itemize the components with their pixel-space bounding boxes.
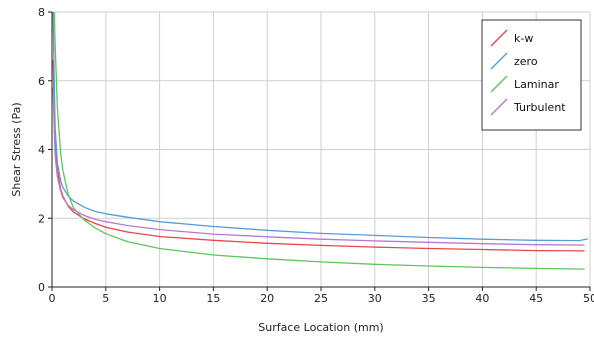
legend-swatch-laminar (490, 75, 508, 93)
tick-labels: 0 5 10 15 20 25 30 35 40 45 50 0 2 4 6 8 (38, 6, 594, 305)
y-tick-label-4: 8 (38, 6, 45, 19)
x-tick-label-9: 45 (529, 292, 543, 305)
x-tick-label-10: 50 (583, 292, 594, 305)
x-axis-label: Surface Location (mm) (258, 321, 383, 334)
legend-label-zero: zero (514, 55, 538, 68)
series-line-turbulent (52, 87, 585, 246)
x-tick-label-5: 25 (314, 292, 328, 305)
series-layer (52, 11, 588, 270)
x-tick-label-0: 0 (49, 292, 56, 305)
y-tick-label-0: 0 (38, 281, 45, 294)
legend-label-turbulent: Turbulent (513, 101, 566, 114)
y-tick-label-1: 2 (38, 212, 45, 225)
series-line-laminar (53, 11, 585, 270)
legend: k-w zero Laminar Turbulent (481, 19, 582, 131)
legend-swatch-k-w (490, 29, 508, 47)
legend-swatch-turbulent (490, 98, 508, 116)
legend-label-laminar: Laminar (514, 78, 559, 91)
legend-swatch-zero (490, 52, 508, 70)
x-tick-label-6: 30 (368, 292, 382, 305)
x-tick-label-8: 40 (475, 292, 489, 305)
x-tick-label-7: 35 (422, 292, 436, 305)
series-line-zero (52, 11, 588, 242)
x-tick-label-2: 10 (153, 292, 167, 305)
series-line-k-w (52, 60, 585, 252)
y-axis-label: Shear Stress (Pa) (10, 102, 23, 196)
axes (48, 11, 591, 291)
y-tick-label-2: 4 (38, 144, 45, 157)
x-tick-label-3: 15 (206, 292, 220, 305)
legend-label-k-w: k-w (514, 32, 533, 45)
x-tick-label-1: 5 (102, 292, 109, 305)
x-tick-label-4: 20 (260, 292, 274, 305)
y-tick-label-3: 6 (38, 75, 45, 88)
